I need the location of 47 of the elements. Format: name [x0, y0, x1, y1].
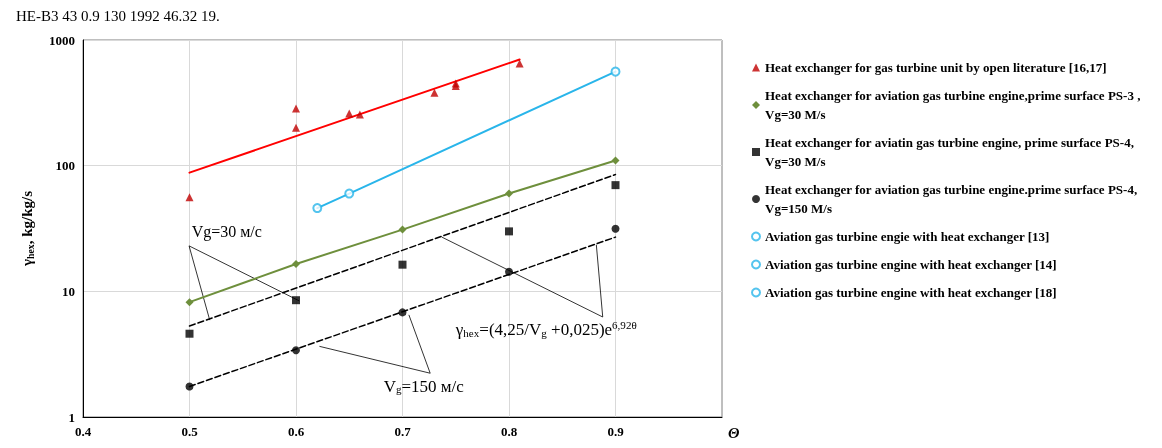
y-tick-label: 10 — [62, 283, 75, 299]
point — [292, 296, 300, 305]
legend-label: Aviation gas turbine engine with heat exchanger [14] — [765, 257, 1057, 272]
x-axis-title: Θ — [728, 424, 740, 441]
legend-label: Heat exchanger for gas turbine unit by open literature [16,17] — [765, 60, 1107, 75]
point — [515, 59, 524, 68]
text: HE-B3 43 0.9 130 1992 46.32 19. — [16, 7, 220, 24]
point — [505, 227, 513, 236]
point — [398, 308, 407, 317]
point — [611, 224, 620, 233]
point — [611, 181, 620, 190]
point — [398, 260, 407, 269]
legend-label: Aviation gas turbine engine with heat exchanger [18] — [765, 285, 1057, 300]
point — [344, 188, 355, 199]
y-tick-label: 1000 — [49, 32, 75, 48]
point — [185, 329, 194, 338]
point — [355, 110, 364, 119]
legend-label: Heat exchanger for aviation gas turbine engine.prime surface PS-4, Vg=150 M/s — [765, 182, 1141, 216]
y-tick-label: 1 — [68, 409, 75, 425]
point — [505, 189, 513, 198]
x-tick-label: 0.4 — [74, 424, 92, 439]
legend-label: Aviation gas turbine engie with heat exchanger [13] — [765, 229, 1050, 244]
point — [611, 156, 620, 165]
point — [292, 346, 300, 355]
x-tick-label: 0.6 — [287, 424, 305, 439]
point — [312, 203, 323, 214]
y-tick-label: 100 — [55, 158, 75, 174]
annotation: Vg=150 м/с — [383, 376, 465, 396]
point — [505, 267, 513, 276]
point — [430, 88, 439, 97]
legend-label: Heat exchanger for aviatin gas turbine engine, prime surface PS-4, Vg=30 M/s — [765, 135, 1138, 169]
point — [610, 66, 621, 77]
point — [292, 123, 300, 132]
x-tick-label: 0.8 — [500, 424, 518, 439]
point — [398, 225, 407, 234]
annotation: Vg=30 м/с — [191, 222, 262, 241]
point — [185, 382, 194, 391]
point — [292, 260, 300, 268]
legend-label: Heat exchanger for aviation gas turbine engine,prime surface PS-3 ,Vg=30 M/s — [765, 88, 1141, 122]
point — [185, 193, 194, 202]
y-axis-title: γhex, kg/kg/s — [19, 190, 36, 268]
point — [345, 109, 354, 118]
x-tick-label: 0.9 — [607, 424, 625, 439]
x-tick-label: 0.7 — [394, 424, 412, 439]
point — [292, 104, 300, 113]
point — [185, 298, 194, 307]
x-tick-label: 0.5 — [181, 424, 199, 439]
